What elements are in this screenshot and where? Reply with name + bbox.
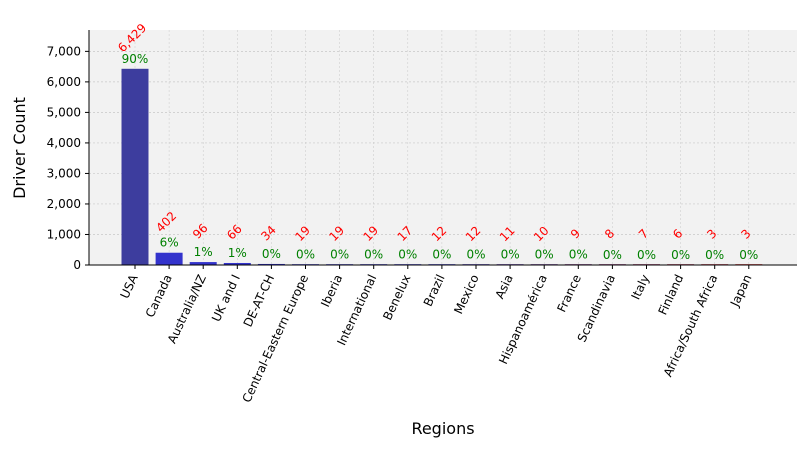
percent-label: 0% xyxy=(569,248,588,262)
percent-label: 0% xyxy=(501,248,520,262)
percent-label: 0% xyxy=(637,248,656,262)
bar-uk-and-i xyxy=(223,262,251,265)
y-tick-label: 7,000 xyxy=(47,44,81,58)
x-tick-label: Finland xyxy=(656,272,687,317)
percent-label: 0% xyxy=(535,248,554,262)
percent-label: 0% xyxy=(466,248,485,262)
percent-label: 0% xyxy=(432,248,451,262)
y-tick-label: 5,000 xyxy=(47,105,81,119)
percent-label: 90% xyxy=(122,52,149,66)
x-tick-label: Canada xyxy=(143,272,175,319)
percent-label: 0% xyxy=(671,248,690,262)
percent-label: 0% xyxy=(296,247,315,261)
percent-label: 0% xyxy=(705,248,724,262)
x-tick-label: France xyxy=(554,272,584,314)
x-tick-label: UK and I xyxy=(209,272,243,324)
percent-label: 6% xyxy=(160,236,179,250)
percent-label: 0% xyxy=(398,247,417,261)
x-tick-label: Japan xyxy=(727,272,754,309)
percent-label: 0% xyxy=(330,247,349,261)
x-tick-label: Iberia xyxy=(318,272,345,309)
percent-label: 0% xyxy=(262,247,281,261)
percent-label: 0% xyxy=(364,247,383,261)
x-tick-label: Asia xyxy=(492,272,515,301)
percent-label: 0% xyxy=(603,248,622,262)
x-tick-label: Brazil xyxy=(421,272,448,308)
x-tick-label: Central-Eastern Europe xyxy=(240,272,312,404)
plot-background xyxy=(89,30,797,265)
percent-label: 1% xyxy=(194,245,213,259)
x-tick-label: Benelux xyxy=(380,272,413,322)
bar-de-at-ch xyxy=(257,263,285,265)
x-axis-title: Regions xyxy=(411,419,474,438)
percent-label: 1% xyxy=(228,246,247,260)
x-tick-label: Italy xyxy=(629,272,653,302)
y-tick-label: 3,000 xyxy=(47,166,81,180)
bar-australia-nz xyxy=(189,262,217,265)
bar-usa xyxy=(121,68,149,266)
y-axis-title: Driver Count xyxy=(10,97,29,199)
y-tick-label: 0 xyxy=(73,258,81,272)
x-tick-label: DE-AT-CH xyxy=(241,272,277,329)
y-tick-label: 1,000 xyxy=(47,227,81,241)
y-ticks: 0 1,000 2,000 3,000 4,000 5,000 6,000 7,000 xyxy=(47,44,89,272)
y-tick-label: 6,000 xyxy=(47,75,81,89)
y-tick-label: 2,000 xyxy=(47,197,81,211)
x-tick-label: Mexico xyxy=(451,272,481,316)
y-tick-label: 4,000 xyxy=(47,136,81,150)
percent-label: 0% xyxy=(739,248,758,262)
bar-canada xyxy=(155,252,183,265)
x-tick-label: USA xyxy=(118,272,142,301)
